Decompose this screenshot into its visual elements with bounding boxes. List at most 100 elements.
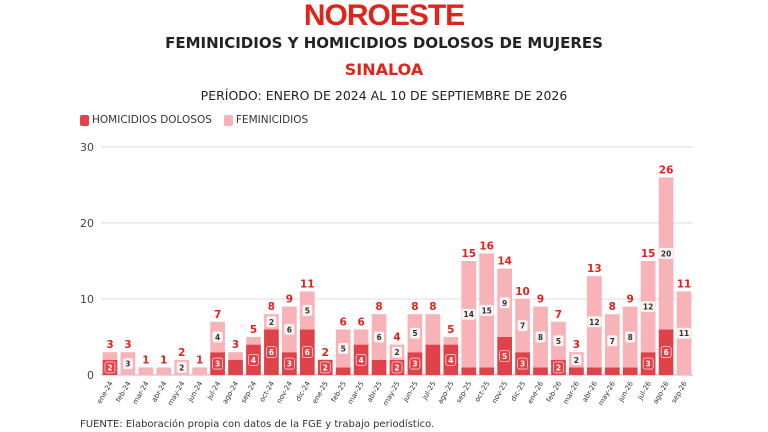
- data-label-feminicidios: 2: [179, 363, 184, 372]
- data-label-homicidios: 3: [520, 360, 525, 369]
- data-label-homicidios: 4: [251, 356, 256, 365]
- total-label: 3: [124, 339, 131, 351]
- bar-homicidios: [479, 367, 495, 375]
- total-label: 11: [677, 278, 692, 290]
- data-label-badge: [374, 331, 385, 343]
- bar-homicidios: [335, 367, 351, 375]
- data-label-badge: [625, 331, 636, 343]
- data-label-badge: [392, 346, 402, 358]
- brand-logo: NOROESTE: [303, 0, 465, 32]
- data-label-badge: [461, 308, 476, 320]
- data-label-badge: [535, 331, 546, 343]
- data-label-badge: [284, 323, 295, 335]
- legend-swatch-homicidios: [80, 114, 89, 126]
- total-label: 5: [250, 324, 257, 336]
- data-label-badge: [677, 327, 692, 339]
- total-label: 9: [537, 294, 544, 306]
- total-label: 14: [497, 256, 512, 268]
- x-tick-label: nov-24: [275, 380, 294, 405]
- data-label-badge: [355, 353, 367, 366]
- total-label: 15: [641, 248, 656, 260]
- data-label-badge: [499, 350, 510, 362]
- data-label-feminicidios: 5: [412, 329, 417, 338]
- total-label: 7: [555, 309, 562, 321]
- chart-subtitle: SINALOA: [344, 60, 424, 79]
- data-label-badge: [517, 320, 528, 332]
- x-tick-label: abr-26: [581, 380, 599, 404]
- data-label-feminicidios: 6: [376, 333, 381, 342]
- data-label-feminicidios: 7: [610, 337, 615, 346]
- data-label-badge: [248, 353, 259, 366]
- data-label-feminicidios: 7: [520, 322, 525, 331]
- data-label-homicidios: 6: [305, 348, 310, 357]
- bar-feminicidios: [425, 314, 441, 345]
- y-tick-label: 30: [80, 141, 94, 154]
- x-tick-label: dic-25: [510, 380, 528, 403]
- data-label-feminicidios: 4: [215, 333, 220, 342]
- bar-feminicidios: [156, 367, 172, 375]
- data-label-feminicidios: 20: [661, 249, 671, 258]
- x-tick-label: oct-24: [258, 380, 276, 404]
- bar-feminicidios: [246, 337, 261, 345]
- legend-item-feminicidios: FEMINICIDIOS: [223, 114, 308, 126]
- data-label-homicidios: 2: [107, 363, 112, 372]
- data-label-feminicidios: 8: [538, 333, 543, 342]
- data-label-badge: [122, 358, 133, 370]
- data-label-homicidios: 4: [359, 356, 364, 365]
- total-label: 26: [659, 164, 674, 176]
- data-label-feminicidios: 11: [679, 329, 689, 338]
- x-tick-label: jul-24: [205, 380, 223, 402]
- bar-feminicidios: [102, 352, 118, 360]
- data-label-badge: [319, 361, 331, 374]
- data-label-badge: [517, 357, 528, 370]
- legend-swatch-feminicidios: [223, 114, 233, 126]
- data-label-badge: [409, 327, 420, 339]
- data-label-badge: [391, 361, 403, 374]
- total-label: 9: [286, 294, 293, 306]
- data-label-feminicidios: 8: [628, 333, 633, 342]
- x-tick-label: feb-25: [330, 380, 348, 404]
- data-label-feminicidios: 3: [125, 360, 130, 369]
- x-tick-label: oct-25: [473, 380, 491, 403]
- x-tick-label: ene-24: [96, 380, 115, 406]
- total-label: 2: [178, 347, 185, 359]
- total-label: 5: [447, 324, 454, 336]
- bar-homicidios: [533, 367, 548, 375]
- x-tick-label: feb-24: [114, 380, 133, 404]
- data-label-badge: [553, 335, 564, 347]
- x-tick-label: nov-25: [490, 380, 509, 405]
- data-label-feminicidios: 6: [287, 325, 292, 334]
- x-tick-label: mar-26: [562, 380, 582, 406]
- total-label: 16: [479, 240, 494, 252]
- chart-title: FEMINICIDIOS Y HOMICIDIOS DOLOSOS DE MUJ…: [165, 34, 603, 52]
- total-label: 1: [160, 354, 167, 366]
- data-label-feminicidios: 14: [464, 310, 474, 319]
- x-tick-label: sep-24: [239, 380, 258, 405]
- data-label-homicidios: 3: [287, 360, 292, 369]
- data-label-badge: [499, 297, 510, 309]
- x-tick-label: ene-25: [311, 380, 330, 405]
- total-label: 1: [142, 354, 149, 366]
- data-label-badge: [302, 346, 313, 359]
- x-tick-label: jun-26: [616, 380, 635, 405]
- total-label: 15: [461, 248, 476, 260]
- x-tick-label: jul-26: [636, 380, 654, 402]
- data-label-feminicidios: 2: [394, 348, 399, 357]
- total-label: 3: [573, 339, 580, 351]
- data-label-badge: [212, 357, 223, 370]
- data-label-feminicidios: 9: [502, 299, 507, 308]
- data-label-badge: [660, 346, 672, 359]
- data-label-homicidios: 2: [394, 363, 399, 372]
- chart-period: PERÍODO: ENERO DE 2024 AL 10 DE SEPTIEMB…: [200, 88, 568, 103]
- total-label: 1: [196, 354, 203, 366]
- data-label-badge: [607, 335, 618, 347]
- bar-feminicidios: [138, 367, 154, 375]
- data-label-feminicidios: 2: [574, 356, 579, 365]
- data-label-badge: [642, 357, 654, 370]
- data-label-badge: [302, 304, 313, 316]
- legend-item-homicidios: HOMICIDIOS DOLOSOS: [80, 114, 212, 126]
- x-tick-label: ago-25: [436, 380, 455, 405]
- total-label: 8: [375, 301, 382, 313]
- data-label-feminicidios: 12: [643, 303, 653, 312]
- bar-homicidios: [425, 344, 441, 375]
